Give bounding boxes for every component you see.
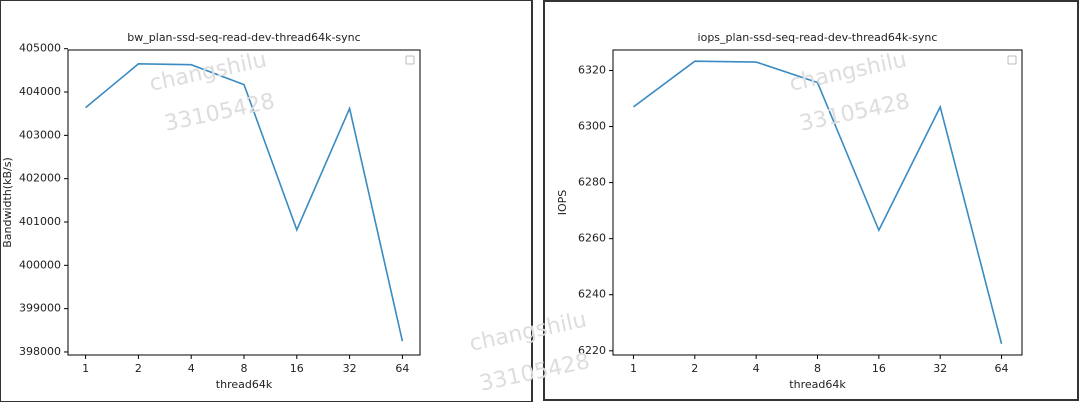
- y-tick-label: 405000: [19, 42, 61, 55]
- x-tick-label: 8: [241, 362, 248, 375]
- y-tick-label: 6240: [578, 288, 606, 301]
- y-axis-label: IOPS: [556, 190, 569, 216]
- y-tick-label: 6300: [578, 120, 606, 133]
- y-tick-label: 6280: [578, 176, 606, 189]
- x-tick-label: 32: [343, 362, 357, 375]
- x-axis-label: thread64k: [216, 378, 273, 391]
- y-tick-label: 6260: [578, 232, 606, 245]
- x-tick-label: 1: [630, 362, 637, 375]
- legend: [1007, 55, 1017, 65]
- left-panel: [0, 0, 533, 402]
- y-tick-label: 404000: [19, 85, 61, 98]
- x-tick-label: 2: [135, 362, 142, 375]
- y-tick-label: 6220: [578, 344, 606, 357]
- x-tick-label: 32: [933, 362, 947, 375]
- x-axis-label: thread64k: [789, 378, 846, 391]
- chart-title: iops_plan-ssd-seq-read-dev-thread64k-syn…: [698, 31, 938, 44]
- y-tick-label: 401000: [19, 215, 61, 228]
- line: [632, 60, 1003, 344]
- y-tick-label: 398000: [19, 345, 61, 358]
- x-tick-label: 8: [814, 362, 821, 375]
- y-axis-label: Bandwidth(kB/s): [1, 157, 14, 248]
- right-panel: [543, 0, 1079, 401]
- x-tick-label: 16: [290, 362, 304, 375]
- line: [85, 63, 404, 342]
- y-tick-label: 403000: [19, 128, 61, 141]
- y-tick-label: 399000: [19, 302, 61, 315]
- y-tick-label: 402000: [19, 172, 61, 185]
- x-tick-label: 4: [753, 362, 760, 375]
- x-tick-label: 1: [82, 362, 89, 375]
- x-tick-label: 4: [188, 362, 195, 375]
- x-tick-label: 2: [691, 362, 698, 375]
- x-tick-label: 64: [395, 362, 409, 375]
- chart-title: bw_plan-ssd-seq-read-dev-thread64k-sync: [127, 31, 360, 44]
- y-tick-label: 400000: [19, 258, 61, 271]
- x-tick-label: 16: [872, 362, 886, 375]
- legend: [405, 55, 415, 65]
- x-tick-label: 64: [995, 362, 1009, 375]
- y-tick-label: 6320: [578, 63, 606, 76]
